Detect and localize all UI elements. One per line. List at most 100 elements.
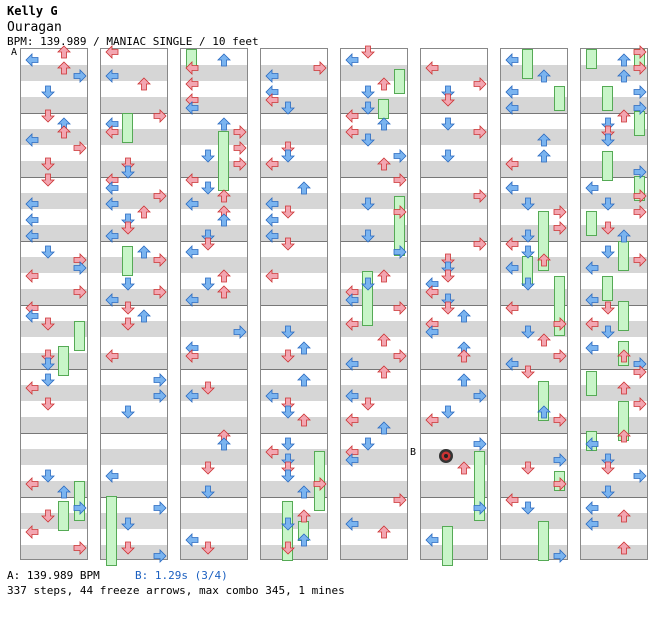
arrow-down-icon	[41, 469, 55, 483]
arrow-right-icon	[473, 501, 487, 515]
freeze-arrow	[442, 526, 453, 566]
arrow-left-icon	[185, 389, 199, 403]
chart-info: BPM: 139.989 / MANIAC SINGLE / 10 feet	[7, 35, 259, 48]
arrow-left-icon	[505, 85, 519, 99]
arrow-down-icon	[281, 541, 295, 555]
arrow-right-icon	[553, 349, 567, 363]
arrow-left-icon	[105, 229, 119, 243]
arrow-down-icon	[441, 253, 455, 267]
arrow-up-icon	[537, 333, 551, 347]
arrow-down-icon	[41, 349, 55, 363]
measure-line	[181, 113, 247, 114]
arrow-right-icon	[153, 285, 167, 299]
arrow-down-icon	[281, 461, 295, 475]
arrow-up-icon	[537, 253, 551, 267]
freeze-arrow	[602, 276, 613, 301]
arrow-down-icon	[281, 205, 295, 219]
arrow-down-icon	[201, 541, 215, 555]
arrow-down-icon	[521, 229, 535, 243]
measure-line	[101, 369, 167, 370]
arrow-down-icon	[281, 149, 295, 163]
arrow-right-icon	[73, 285, 87, 299]
arrow-down-icon	[121, 213, 135, 227]
arrow-right-icon	[393, 205, 407, 219]
arrow-down-icon	[201, 149, 215, 163]
arrow-down-icon	[41, 317, 55, 331]
arrow-down-icon	[41, 109, 55, 123]
arrow-left-icon	[345, 517, 359, 531]
arrow-down-icon	[121, 157, 135, 171]
arrow-up-icon	[537, 405, 551, 419]
arrow-down-icon	[201, 229, 215, 243]
arrow-right-icon	[633, 85, 647, 99]
arrow-down-icon	[201, 181, 215, 195]
arrow-left-icon	[585, 293, 599, 307]
arrow-up-icon	[537, 69, 551, 83]
freeze-arrow	[618, 301, 629, 331]
arrow-down-icon	[601, 133, 615, 147]
arrow-right-icon	[393, 301, 407, 315]
arrow-left-icon	[265, 389, 279, 403]
arrow-right-icon	[73, 501, 87, 515]
arrow-left-icon	[185, 533, 199, 547]
arrow-down-icon	[281, 517, 295, 531]
arrow-left-icon	[585, 437, 599, 451]
freeze-arrow	[314, 451, 325, 511]
arrow-up-icon	[377, 157, 391, 171]
freeze-arrow	[634, 111, 645, 136]
freeze-arrow	[394, 69, 405, 94]
arrow-right-icon	[553, 477, 567, 491]
arrow-left-icon	[585, 501, 599, 515]
arrow-up-icon	[377, 269, 391, 283]
measure-line	[341, 177, 407, 178]
arrow-right-icon	[393, 149, 407, 163]
arrow-right-icon	[473, 237, 487, 251]
arrow-left-icon	[105, 349, 119, 363]
arrow-right-icon	[233, 125, 247, 139]
measure-line	[581, 305, 647, 306]
arrow-up-icon	[377, 421, 391, 435]
measure-line	[501, 241, 567, 242]
arrow-up-icon	[57, 61, 71, 75]
arrow-left-icon	[265, 157, 279, 171]
arrow-down-icon	[121, 221, 135, 235]
arrow-up-icon	[377, 117, 391, 131]
chart-column	[20, 45, 88, 560]
measure-line	[181, 305, 247, 306]
arrow-left-icon	[25, 477, 39, 491]
arrow-right-icon	[553, 317, 567, 331]
arrow-down-icon	[121, 317, 135, 331]
measure-line	[21, 433, 87, 434]
chart-column	[260, 48, 328, 561]
arrow-left-icon	[585, 317, 599, 331]
arrow-up-icon	[297, 509, 311, 523]
arrow-down-icon	[521, 325, 535, 339]
freeze-arrow	[362, 271, 373, 326]
arrow-down-icon	[601, 117, 615, 131]
arrow-right-icon	[393, 245, 407, 259]
arrow-down-icon	[361, 85, 375, 99]
freeze-arrow	[554, 86, 565, 111]
arrow-left-icon	[25, 381, 39, 395]
arrow-left-icon	[345, 317, 359, 331]
measure-line	[101, 497, 167, 498]
arrow-up-icon	[617, 229, 631, 243]
arrow-up-icon	[617, 381, 631, 395]
chart-column	[420, 48, 488, 566]
arrow-right-icon	[73, 69, 87, 83]
arrow-right-icon	[153, 253, 167, 267]
freeze-arrow	[58, 346, 69, 376]
measure-line	[501, 113, 567, 114]
measure-line	[501, 305, 567, 306]
arrow-up-icon	[297, 485, 311, 499]
freeze-arrow	[122, 246, 133, 276]
measure-line	[421, 113, 487, 114]
measure-line	[421, 433, 487, 434]
arrow-right-icon	[393, 173, 407, 187]
arrow-down-icon	[521, 245, 535, 259]
arrow-right-icon	[313, 477, 327, 491]
measure-line	[581, 497, 647, 498]
arrow-left-icon	[265, 197, 279, 211]
arrow-left-icon	[345, 109, 359, 123]
arrow-down-icon	[361, 101, 375, 115]
